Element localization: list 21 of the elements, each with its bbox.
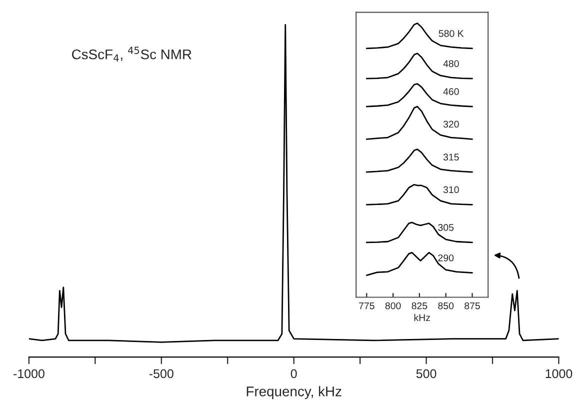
x-axis-title: Frequency, kHz (246, 386, 342, 400)
x-tick-label: -500 (149, 369, 174, 378)
x-axis-title: kHz (414, 314, 430, 321)
x-tick-label: 825 (412, 302, 428, 310)
series-label: 305 (438, 224, 454, 231)
x-tick-label: 850 (438, 302, 454, 310)
x-tick-label: 875 (464, 302, 480, 310)
x-tick-label: 0 (290, 369, 297, 378)
x-tick-label: 775 (359, 302, 374, 310)
series-label: 320 (443, 120, 459, 128)
x-tick-label: 800 (385, 302, 401, 310)
series-label: 480 (443, 60, 459, 68)
x-tick-label: 1000 (546, 369, 572, 378)
x-tick-label: 500 (416, 369, 436, 378)
series-label: 290 (438, 254, 454, 262)
series-label: 310 (443, 186, 459, 194)
series-label: 315 (443, 154, 459, 161)
text: CsScF$_{4}$, $^{45}$Sc NMR (72, 46, 192, 62)
series-label: 580 K (438, 30, 464, 37)
series-label: 460 (443, 88, 459, 96)
x-tick-label: -1000 (14, 369, 44, 378)
